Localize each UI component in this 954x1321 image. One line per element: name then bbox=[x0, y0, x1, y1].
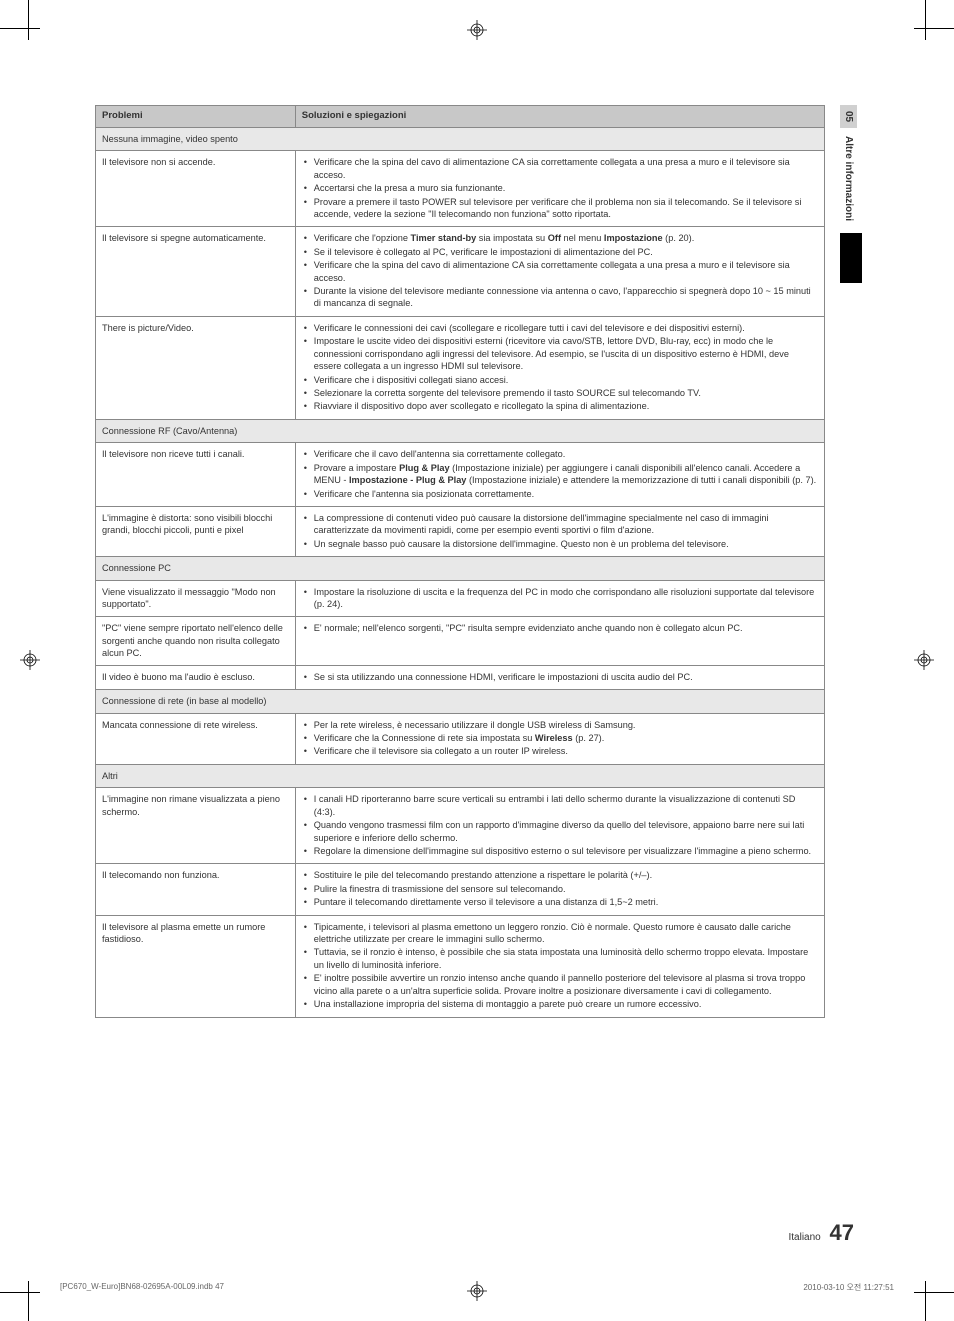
problem-cell: L'immagine è distorta: sono visibili blo… bbox=[96, 506, 296, 556]
solution-item: Verificare che il televisore sia collega… bbox=[302, 745, 818, 757]
solution-item: Regolare la dimensione dell'immagine sul… bbox=[302, 845, 818, 857]
solution-item: Tipicamente, i televisori al plasma emet… bbox=[302, 921, 818, 946]
solution-item: Se si sta utilizzando una connessione HD… bbox=[302, 671, 818, 683]
table-row: "PC" viene sempre riportato nell'elenco … bbox=[96, 617, 825, 665]
solution-item: E' normale; nell'elenco sorgenti, "PC" r… bbox=[302, 622, 818, 634]
solution-item: Impostare le uscite video dei dispositiv… bbox=[302, 335, 818, 372]
solution-item: Verificare che il cavo dell'antenna sia … bbox=[302, 448, 818, 460]
problem-cell: "PC" viene sempre riportato nell'elenco … bbox=[96, 617, 296, 665]
crop-mark bbox=[0, 1292, 40, 1293]
footer-language: Italiano bbox=[788, 1232, 820, 1243]
table-row: Mancata connessione di rete wireless. Per… bbox=[96, 713, 825, 764]
solution-item: Verificare che l'antenna sia posizionata… bbox=[302, 488, 818, 500]
crop-mark bbox=[914, 1292, 954, 1293]
solution-item: La compressione di contenuti video può c… bbox=[302, 512, 818, 537]
solution-item: Verificare che la spina del cavo di alim… bbox=[302, 259, 818, 284]
solution-cell: Per la rete wireless, è necessario utili… bbox=[295, 713, 824, 764]
solution-cell: I canali HD riporteranno barre scure ver… bbox=[295, 788, 824, 864]
solution-item: Provare a impostare Plug & Play (Imposta… bbox=[302, 462, 818, 487]
solution-cell: Verificare che la spina del cavo di alim… bbox=[295, 151, 824, 227]
section-marker bbox=[840, 233, 862, 283]
problem-cell: L'immagine non rimane visualizzata a pie… bbox=[96, 788, 296, 864]
table-row: Il telecomando non funziona. Sostituire l… bbox=[96, 864, 825, 915]
problem-cell: Il televisore al plasma emette un rumore… bbox=[96, 915, 296, 1017]
crop-mark bbox=[28, 0, 29, 40]
problem-cell: Il televisore non riceve tutti i canali. bbox=[96, 443, 296, 507]
problem-cell: Il televisore non si accende. bbox=[96, 151, 296, 227]
solution-cell: Se si sta utilizzando una connessione HD… bbox=[295, 665, 824, 689]
solution-item: Per la rete wireless, è necessario utili… bbox=[302, 719, 818, 731]
crop-mark bbox=[0, 28, 40, 29]
problem-cell: Mancata connessione di rete wireless. bbox=[96, 713, 296, 764]
solution-item: Verificare che la spina del cavo di alim… bbox=[302, 156, 818, 181]
solution-item: Sostituire le pile del telecomando prest… bbox=[302, 869, 818, 881]
solution-item: Verificare che la Connessione di rete si… bbox=[302, 732, 818, 744]
section-tab: 05 Altre informazioni bbox=[840, 105, 862, 455]
page-content: Problemi Soluzioni e spiegazioni Nessuna… bbox=[95, 105, 825, 1018]
solution-item: I canali HD riporteranno barre scure ver… bbox=[302, 793, 818, 818]
solution-item: Pulire la finestra di trasmissione del s… bbox=[302, 883, 818, 895]
registration-mark-icon bbox=[20, 650, 40, 670]
problem-cell: Il televisore si spegne automaticamente. bbox=[96, 227, 296, 317]
solution-item: Verificare che l'opzione Timer stand-by … bbox=[302, 232, 818, 244]
section-header: Connessione di rete (in base al modello) bbox=[96, 690, 825, 713]
table-row: Il televisore si spegne automaticamente.… bbox=[96, 227, 825, 317]
solution-item: Riavviare il dispositivo dopo aver scoll… bbox=[302, 400, 818, 412]
troubleshoot-table: Problemi Soluzioni e spiegazioni Nessuna… bbox=[95, 105, 825, 1018]
table-row: L'immagine non rimane visualizzata a pie… bbox=[96, 788, 825, 864]
section-header: Nessuna immagine, video spento bbox=[96, 127, 825, 150]
solution-cell: Tipicamente, i televisori al plasma emet… bbox=[295, 915, 824, 1017]
solution-item: E' inoltre possibile avvertire un ronzio… bbox=[302, 972, 818, 997]
print-file: [PC670_W-Euro]BN68-02695A-00L09.indb 47 bbox=[60, 1282, 224, 1293]
solution-item: Quando vengono trasmessi film con un rap… bbox=[302, 819, 818, 844]
table-row: There is picture/Video. Verificare le con… bbox=[96, 316, 825, 419]
solution-item: Selezionare la corretta sorgente del tel… bbox=[302, 387, 818, 399]
registration-mark-icon bbox=[914, 650, 934, 670]
print-metadata: [PC670_W-Euro]BN68-02695A-00L09.indb 47 … bbox=[60, 1282, 894, 1293]
solution-cell: Verificare che l'opzione Timer stand-by … bbox=[295, 227, 824, 317]
table-row: Viene visualizzato il messaggio "Modo no… bbox=[96, 580, 825, 617]
solution-item: Puntare il telecomando direttamente vers… bbox=[302, 896, 818, 908]
crop-mark bbox=[914, 28, 954, 29]
registration-mark-icon bbox=[467, 20, 487, 40]
section-number: 05 bbox=[840, 105, 857, 128]
print-timestamp: 2010-03-10 오전 11:27:51 bbox=[803, 1282, 894, 1293]
section-header: Altri bbox=[96, 764, 825, 787]
crop-mark bbox=[925, 1281, 926, 1321]
solution-item: Una installazione impropria del sistema … bbox=[302, 998, 818, 1010]
solution-item: Un segnale basso può causare la distorsi… bbox=[302, 538, 818, 550]
solution-item: Durante la visione del televisore median… bbox=[302, 285, 818, 310]
crop-mark bbox=[28, 1281, 29, 1321]
table-row: Il video è buono ma l'audio è escluso. Se… bbox=[96, 665, 825, 689]
problem-cell: Il telecomando non funziona. bbox=[96, 864, 296, 915]
problem-cell: Viene visualizzato il messaggio "Modo no… bbox=[96, 580, 296, 617]
solution-cell: La compressione di contenuti video può c… bbox=[295, 506, 824, 556]
solution-item: Provare a premere il tasto POWER sul tel… bbox=[302, 196, 818, 221]
problem-cell: Il video è buono ma l'audio è escluso. bbox=[96, 665, 296, 689]
solution-item: Verificare che i dispositivi collegati s… bbox=[302, 374, 818, 386]
table-row: Il televisore non si accende.Verificare … bbox=[96, 151, 825, 227]
solution-cell: Verificare che il cavo dell'antenna sia … bbox=[295, 443, 824, 507]
problem-cell: There is picture/Video. bbox=[96, 316, 296, 419]
solution-cell: Verificare le connessioni dei cavi (scol… bbox=[295, 316, 824, 419]
table-row: Il televisore al plasma emette un rumore… bbox=[96, 915, 825, 1017]
section-label: Altre informazioni bbox=[840, 128, 857, 229]
header-solutions: Soluzioni e spiegazioni bbox=[295, 106, 824, 128]
solution-item: Tuttavia, se il ronzio è intenso, è poss… bbox=[302, 946, 818, 971]
section-header: Connessione RF (Cavo/Antenna) bbox=[96, 419, 825, 442]
solution-cell: E' normale; nell'elenco sorgenti, "PC" r… bbox=[295, 617, 824, 665]
solution-item: Accertarsi che la presa a muro sia funzi… bbox=[302, 182, 818, 194]
crop-mark bbox=[925, 0, 926, 40]
solution-item: Se il televisore è collegato al PC, veri… bbox=[302, 246, 818, 258]
section-header: Connessione PC bbox=[96, 557, 825, 580]
solution-cell: Sostituire le pile del telecomando prest… bbox=[295, 864, 824, 915]
solution-item: Impostare la risoluzione di uscita e la … bbox=[302, 586, 818, 611]
header-problems: Problemi bbox=[96, 106, 296, 128]
table-row: Il televisore non riceve tutti i canali.… bbox=[96, 443, 825, 507]
solution-cell: Impostare la risoluzione di uscita e la … bbox=[295, 580, 824, 617]
page-number: 47 bbox=[830, 1220, 854, 1245]
solution-item: Verificare le connessioni dei cavi (scol… bbox=[302, 322, 818, 334]
table-row: L'immagine è distorta: sono visibili blo… bbox=[96, 506, 825, 556]
page-footer: Italiano 47 bbox=[788, 1220, 854, 1246]
